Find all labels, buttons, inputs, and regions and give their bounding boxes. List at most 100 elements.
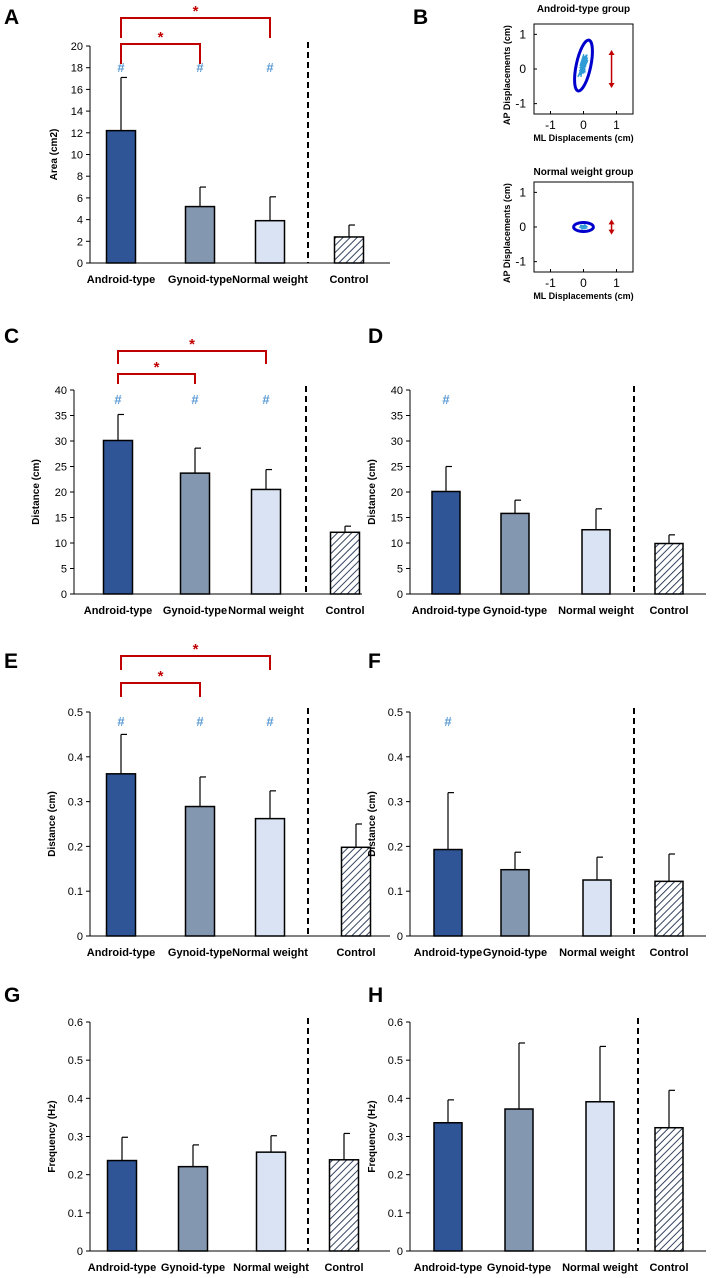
y-tick-label: 0 xyxy=(77,1246,83,1258)
category-label: Control xyxy=(329,274,368,286)
sway-arrow-head-up xyxy=(608,49,615,55)
significance-hash: # xyxy=(191,392,199,407)
significance-hash: # xyxy=(444,714,452,729)
y-tick-label: 6 xyxy=(77,193,83,205)
y-tick-label: 35 xyxy=(391,411,403,423)
category-label: Control xyxy=(649,605,688,617)
category-label: Control xyxy=(336,947,375,959)
panel-A-bar-chart: 0 2 4 6 8 10 12 14 16 18 20 Area (cm2) Android-type G… xyxy=(49,3,390,286)
significance-star: * xyxy=(189,336,195,353)
significance-hash: # xyxy=(114,392,122,407)
category-label: Android-type xyxy=(412,605,480,617)
y-tick-label: 30 xyxy=(55,436,67,448)
category-label: Normal weight xyxy=(232,947,308,959)
y-tick-label: 0.4 xyxy=(388,1093,403,1105)
bar-control xyxy=(654,880,684,937)
significance-hash: # xyxy=(196,60,204,75)
y-tick-label: 14 xyxy=(71,106,83,118)
y-tick-label: 1 xyxy=(519,27,526,41)
category-label: Gynoid-type xyxy=(483,605,547,617)
y-tick-label: 0.3 xyxy=(388,1132,403,1144)
bar-control xyxy=(340,846,372,937)
significance-bracket xyxy=(120,17,271,38)
category-label: Gynoid-type xyxy=(163,605,227,617)
y-tick-label: 0.4 xyxy=(68,752,83,764)
bar-gynoid-type xyxy=(184,205,216,264)
panel-B-top-scatter: Android-type group-1 0 110-1ML Displacemen… xyxy=(502,4,634,143)
scatter-title: Normal weight group xyxy=(534,167,634,178)
bar-normal-weight xyxy=(581,528,611,595)
category-label: Normal weight xyxy=(228,605,304,617)
bar-android-type xyxy=(102,439,134,595)
y-axis-label: AP Displacements (cm) xyxy=(502,25,512,125)
category-label: Control xyxy=(325,605,364,617)
category-label: Android-type xyxy=(87,947,155,959)
y-tick-label: 0.2 xyxy=(388,841,403,853)
y-tick-label: 25 xyxy=(55,462,67,474)
bar-control xyxy=(328,1159,360,1252)
y-tick-label: 0.1 xyxy=(68,1208,83,1220)
y-tick-label: 0.5 xyxy=(68,707,83,719)
panel-D-bar-chart: 0 5 10 15 20 25 30 35 40 Distance (cm) Android-typ… xyxy=(367,385,706,617)
x-tick-label: 0 xyxy=(580,118,587,132)
panel-letter-H: H xyxy=(368,984,383,1007)
significance-star: * xyxy=(154,359,160,376)
y-tick-label: 10 xyxy=(391,538,403,550)
bar-normal-weight xyxy=(254,817,286,937)
y-tick-label: 40 xyxy=(55,385,67,397)
category-label: Android-type xyxy=(414,947,482,959)
bar-gynoid-type xyxy=(177,1165,209,1252)
y-axis-label: Distance (cm) xyxy=(367,791,378,857)
panel-E-bar-chart: 0 0.1 0.2 0.3 0.4 0.5 Distance (cm) Android-typ… xyxy=(47,641,390,959)
y-tick-label: 4 xyxy=(77,215,83,227)
y-tick-label: 0 xyxy=(397,1246,403,1258)
significance-star: * xyxy=(193,3,199,20)
y-axis-label: Area (cm2) xyxy=(49,129,60,181)
sway-arrow-head-down xyxy=(608,83,615,89)
x-tick-label: 1 xyxy=(613,118,620,132)
significance-hash: # xyxy=(196,714,204,729)
significance-bracket xyxy=(120,682,201,697)
scatter-title: Android-type group xyxy=(537,4,630,15)
y-axis-label: Distance (cm) xyxy=(47,791,58,857)
y-tick-label: 0.1 xyxy=(388,1208,403,1220)
y-axis-label: Distance (cm) xyxy=(367,459,378,525)
y-tick-label: 2 xyxy=(77,236,83,248)
y-tick-label: 0.6 xyxy=(68,1017,83,1029)
y-tick-label: 40 xyxy=(391,385,403,397)
y-tick-label: 0.5 xyxy=(388,707,403,719)
y-tick-label: 5 xyxy=(61,564,67,576)
significance-star: * xyxy=(193,641,199,658)
x-tick-label: 1 xyxy=(613,276,620,290)
y-tick-label: 0 xyxy=(397,589,403,601)
category-label: Control xyxy=(649,1262,688,1274)
y-tick-label: 15 xyxy=(391,513,403,525)
sway-arrow-head-down xyxy=(608,229,615,235)
y-tick-label: -1 xyxy=(515,255,526,269)
category-label: Gynoid-type xyxy=(161,1262,225,1274)
bar-normal-weight xyxy=(254,219,286,264)
panel-H-bar-chart: 0 0.1 0.2 0.3 0.4 0.5 0.6 Frequency (Hz) Android… xyxy=(367,1017,706,1274)
y-tick-label: 0 xyxy=(77,258,83,270)
y-axis-label: Frequency (Hz) xyxy=(367,1100,378,1172)
category-label: Gynoid-type xyxy=(168,947,232,959)
y-tick-label: 35 xyxy=(55,411,67,423)
panel-letter-F: F xyxy=(368,650,381,673)
category-label: Android-type xyxy=(88,1262,156,1274)
bar-gynoid-type xyxy=(500,868,530,937)
y-tick-label: 0 xyxy=(61,589,67,601)
bar-android-type xyxy=(105,129,137,264)
y-tick-label: 0.2 xyxy=(68,841,83,853)
y-tick-label: 10 xyxy=(55,538,67,550)
sway-arrow-head-up xyxy=(608,219,615,225)
y-axis-label: Distance (cm) xyxy=(31,459,42,525)
significance-hash: # xyxy=(266,714,274,729)
significance-bracket xyxy=(117,350,267,364)
y-tick-label: 0.2 xyxy=(388,1170,403,1182)
y-tick-label: 1 xyxy=(519,185,526,199)
category-label: Control xyxy=(649,947,688,959)
y-tick-label: 0 xyxy=(519,220,526,234)
bar-gynoid-type xyxy=(179,472,211,595)
bar-android-type xyxy=(105,773,137,937)
category-label: Normal weight xyxy=(232,274,308,286)
